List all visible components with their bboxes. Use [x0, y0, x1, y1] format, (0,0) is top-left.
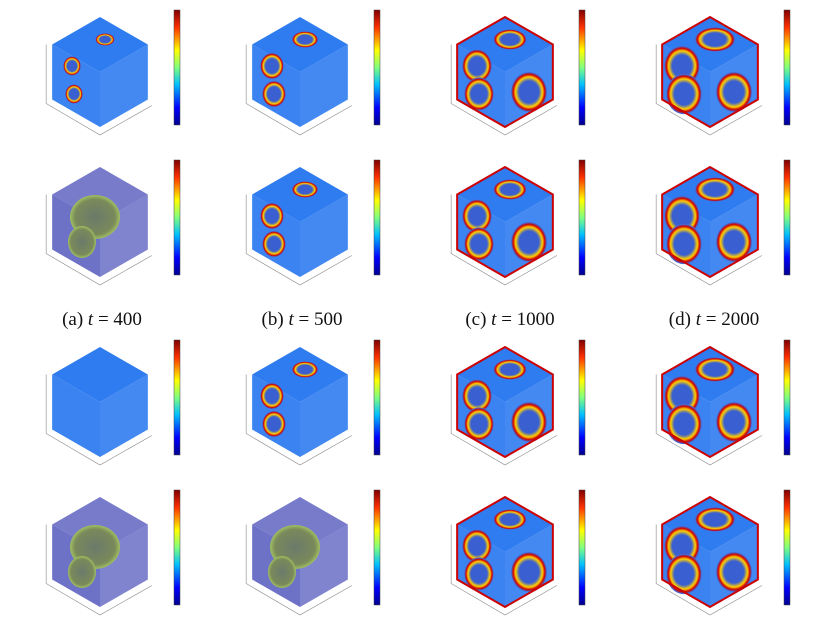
- axis-edge: [45, 44, 152, 136]
- axis-edge: [45, 524, 152, 616]
- blob: [666, 73, 702, 115]
- cube-outline: [661, 345, 759, 459]
- blob: [493, 29, 527, 50]
- blob: [260, 202, 284, 230]
- blob: [716, 552, 752, 592]
- colorbar: [373, 9, 381, 126]
- cube-right: [300, 524, 348, 607]
- colorbar: [173, 489, 181, 606]
- blob: [68, 556, 96, 588]
- colorbar: [373, 159, 381, 276]
- cube-right: [100, 374, 148, 457]
- caption: (c) t = 1000: [465, 309, 555, 330]
- axis-edge: [450, 524, 557, 616]
- blob: [694, 507, 736, 532]
- blob: [694, 27, 736, 52]
- blob: [291, 31, 319, 48]
- blob: [511, 552, 547, 592]
- cube-outline: [456, 495, 554, 609]
- blob: [511, 72, 547, 112]
- cube-right: [300, 194, 348, 277]
- colorbar: [578, 159, 586, 276]
- blob: [666, 403, 702, 445]
- axis-edge: [655, 524, 762, 616]
- blob: [291, 181, 319, 198]
- colorbar: [783, 159, 791, 276]
- blob: [694, 357, 736, 382]
- cube-outline: [456, 345, 554, 459]
- blob: [694, 177, 736, 202]
- blob: [464, 407, 494, 441]
- blob: [716, 222, 752, 262]
- blob: [462, 49, 492, 83]
- colorbar: [373, 339, 381, 456]
- colorbar: [783, 339, 791, 456]
- colorbar: [173, 159, 181, 276]
- cube-outline: [456, 15, 554, 129]
- caption: (d) t = 2000: [668, 309, 760, 330]
- caption: (a) t = 400: [62, 309, 142, 330]
- blob: [268, 556, 296, 588]
- colorbar: [783, 489, 791, 606]
- axis-edge: [45, 374, 152, 466]
- colorbar: [173, 339, 181, 456]
- axis-edge: [45, 194, 152, 286]
- axis-edge: [450, 194, 557, 286]
- colorbar: [578, 489, 586, 606]
- colorbar: [578, 9, 586, 126]
- blob: [464, 557, 494, 591]
- cube-outline: [456, 165, 554, 279]
- blob: [95, 33, 115, 46]
- blob: [262, 410, 286, 438]
- colorbar: [373, 489, 381, 606]
- axis-edge: [655, 374, 762, 466]
- cube-right: [300, 44, 348, 127]
- blob: [63, 56, 81, 76]
- blob: [493, 509, 527, 530]
- cube-outline: [661, 495, 759, 609]
- blob: [68, 226, 96, 258]
- axis-edge: [450, 44, 557, 136]
- blob: [462, 199, 492, 233]
- blob: [260, 52, 284, 80]
- blob: [291, 361, 319, 378]
- blob: [262, 230, 286, 258]
- blob: [666, 223, 702, 265]
- cube-left: [52, 374, 100, 457]
- blob: [716, 72, 752, 112]
- blob: [493, 359, 527, 380]
- blob: [464, 77, 494, 111]
- cube-right: [100, 44, 148, 127]
- blob: [464, 227, 494, 261]
- blob: [511, 222, 547, 262]
- blob: [462, 379, 492, 413]
- blob: [260, 382, 284, 410]
- cube-outline: [661, 15, 759, 129]
- cube-outline: [661, 165, 759, 279]
- blob: [511, 402, 547, 442]
- blob: [493, 179, 527, 200]
- caption: (b) t = 500: [261, 309, 343, 330]
- axis-edge: [655, 44, 762, 136]
- axis-edge: [245, 524, 352, 616]
- colorbar: [173, 9, 181, 126]
- axis-edge: [450, 374, 557, 466]
- blob: [716, 402, 752, 442]
- colorbar: [578, 339, 586, 456]
- axis-edge: [655, 194, 762, 286]
- axis-edge: [245, 44, 352, 136]
- blob: [666, 553, 702, 595]
- colorbar: [783, 9, 791, 126]
- axis-edge: [245, 374, 352, 466]
- blob: [262, 80, 286, 108]
- axis-edge: [245, 194, 352, 286]
- cube-right: [300, 374, 348, 457]
- blob: [65, 84, 83, 104]
- blob: [462, 529, 492, 563]
